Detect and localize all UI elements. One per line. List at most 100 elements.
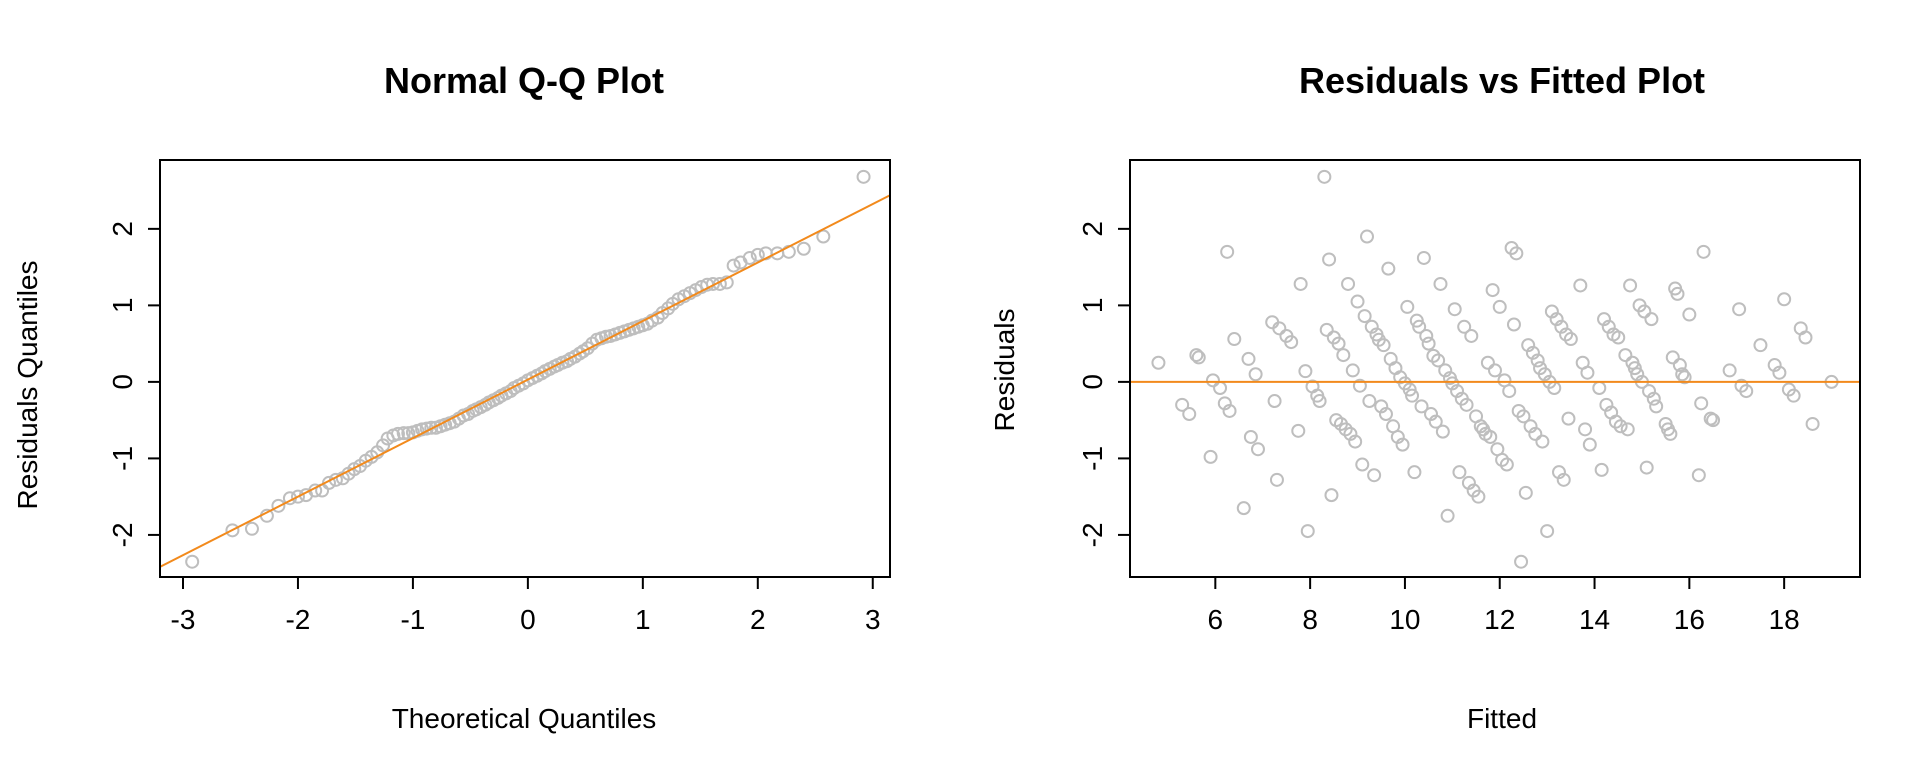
rvf-data-point	[1694, 396, 1709, 411]
rvf-data-point	[1440, 508, 1455, 523]
rvf-data-point	[1241, 351, 1256, 366]
rvf-x-axis-label: Fitted	[1467, 703, 1537, 734]
rvf-data-point	[1267, 394, 1282, 409]
qq-plot-frame	[159, 159, 891, 578]
rvf-data-point	[1499, 457, 1514, 472]
rvf-data-point	[1317, 169, 1332, 184]
qq-x-tick-label: -2	[285, 604, 310, 635]
rvf-y-tick-label: 2	[1077, 221, 1108, 237]
rvf-data-point	[1352, 378, 1367, 393]
rvf-data-point	[1457, 319, 1472, 334]
rvf-data-point	[1672, 358, 1687, 373]
rvf-data-point	[1611, 330, 1626, 345]
rvf-data-point	[1618, 348, 1633, 363]
rvf-data-point	[1269, 472, 1284, 487]
qq-data-point	[796, 241, 811, 256]
rvf-data-point	[1485, 283, 1500, 298]
rvf-data-point	[1355, 457, 1370, 472]
rvf-data-point	[1284, 335, 1299, 350]
rvf-data-point	[1561, 411, 1576, 426]
rvf-data-point	[1623, 278, 1638, 293]
rvf-data-point	[1400, 299, 1415, 314]
rvf-data-point	[1324, 488, 1339, 503]
rvf-data-point	[1670, 286, 1685, 301]
rvf-data-point	[1447, 302, 1462, 317]
rvf-data-point	[1646, 391, 1661, 406]
qq-x-tick-label: 0	[520, 604, 536, 635]
rvf-plot-area	[1130, 169, 1860, 569]
rvf-data-point	[1772, 365, 1787, 380]
rvf-data-point	[1471, 489, 1486, 504]
qq-data-point	[726, 258, 741, 273]
rvf-data-point	[1227, 332, 1242, 347]
rvf-data-point	[1516, 409, 1531, 424]
rvf-x-tick-label: 16	[1674, 604, 1705, 635]
rvf-data-point	[1331, 336, 1346, 351]
rvf-data-point	[1483, 429, 1498, 444]
rvf-data-point	[1298, 364, 1313, 379]
rvf-x-tick-label: 6	[1208, 604, 1224, 635]
qq-plot-panel: Normal Q-Q Plot Theoretical Quantiles Re…	[12, 60, 891, 734]
rvf-data-point	[1175, 397, 1190, 412]
qq-data-point	[225, 523, 240, 538]
rvf-data-point	[1151, 355, 1166, 370]
rvf-data-point	[1433, 276, 1448, 291]
rvf-data-point	[1220, 244, 1235, 259]
rvf-data-point	[1421, 336, 1436, 351]
rvf-data-point	[1677, 370, 1692, 385]
qq-data-point	[244, 521, 259, 536]
rvf-data-point	[1419, 328, 1434, 343]
rvf-data-point	[1300, 524, 1315, 539]
qq-data-point	[661, 301, 676, 316]
rvf-data-point	[1395, 437, 1410, 452]
rvf-data-point	[1663, 426, 1678, 441]
rvf-plot-title: Residuals vs Fitted Plot	[1299, 60, 1705, 101]
qq-reference-line	[160, 194, 890, 568]
rvf-data-point	[1338, 422, 1353, 437]
rvf-data-point	[1732, 302, 1747, 317]
qq-data-point	[424, 420, 439, 435]
rvf-data-point	[1250, 442, 1265, 457]
qq-y-tick-label: 1	[107, 298, 138, 314]
rvf-data-point	[1272, 321, 1287, 336]
qq-data-point	[705, 276, 720, 291]
rvf-data-point	[1222, 403, 1237, 418]
rvf-data-point	[1291, 423, 1306, 438]
rvf-data-point	[1428, 414, 1443, 429]
rvf-data-point	[1322, 252, 1337, 267]
rvf-data-point	[1452, 465, 1467, 480]
rvf-x-tick-label: 8	[1302, 604, 1318, 635]
rvf-data-point	[1556, 472, 1571, 487]
rvf-data-point	[1414, 399, 1429, 414]
rvf-data-point	[1488, 363, 1502, 378]
rvf-data-point	[1620, 422, 1635, 437]
rvf-x-tick-label: 14	[1579, 604, 1610, 635]
qq-x-axis-label: Theoretical Quantiles	[392, 703, 657, 734]
rvf-data-point	[1495, 452, 1510, 467]
rvf-data-point	[1675, 367, 1690, 382]
rvf-data-point	[1205, 373, 1220, 388]
rvf-data-point	[1805, 416, 1820, 431]
qq-x-tick-label: 1	[635, 604, 651, 635]
qq-data-point	[185, 554, 200, 569]
qq-x-tick-label: -1	[400, 604, 425, 635]
rvf-data-point	[1594, 462, 1609, 477]
rvf-data-point	[1506, 317, 1521, 332]
qq-y-axis-label: Residuals Quantiles	[12, 260, 43, 509]
rvf-x-tick-label: 12	[1484, 604, 1515, 635]
rvf-data-point	[1362, 394, 1377, 409]
qq-data-point	[390, 426, 405, 441]
rvf-data-point	[1345, 363, 1360, 378]
rvf-data-point	[1573, 278, 1588, 293]
rvf-data-point	[1563, 332, 1578, 347]
qq-y-axis: -2 -1 0 1 2	[107, 221, 160, 547]
rvf-data-point	[1559, 327, 1574, 342]
rvf-data-point	[1464, 328, 1479, 343]
rvf-data-point	[1582, 437, 1597, 452]
rvf-data-point	[1613, 419, 1628, 434]
rvf-data-point	[1312, 394, 1327, 409]
rvf-data-point	[1637, 304, 1652, 319]
rvf-data-point	[1580, 365, 1595, 380]
qq-data-point	[376, 438, 391, 453]
